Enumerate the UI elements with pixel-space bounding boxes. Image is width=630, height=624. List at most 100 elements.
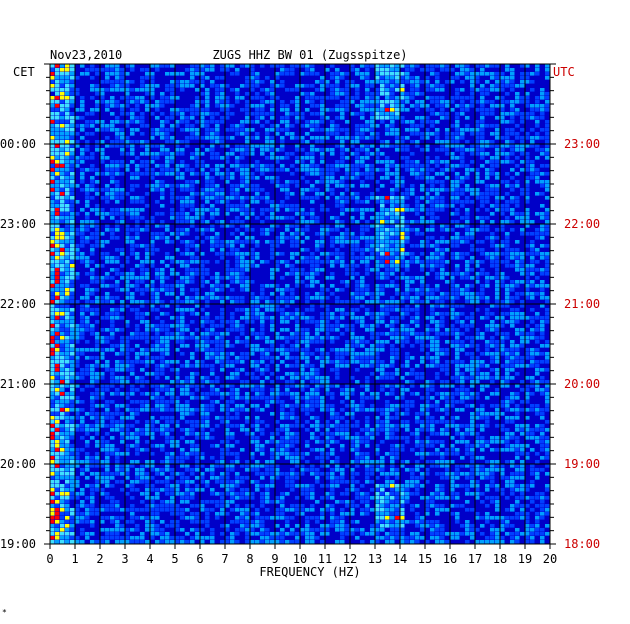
spectrogram-cell [540,284,545,288]
spectrogram-cell [240,332,245,336]
spectrogram-cell [245,80,250,84]
spectrogram-cell [215,376,220,380]
spectrogram-cell [495,376,500,380]
spectrogram-cell [355,208,360,212]
spectrogram-cell [285,132,290,136]
spectrogram-cell [515,136,520,140]
spectrogram-cell [65,192,70,196]
spectrogram-cell [520,340,525,344]
spectrogram-cell [330,324,335,328]
spectrogram-cell [150,168,155,172]
spectrogram-cell [300,376,305,380]
spectrogram-cell [410,184,415,188]
spectrogram-cell [65,152,70,156]
spectrogram-cell [450,284,455,288]
spectrogram-cell [455,220,460,224]
spectrogram-cell [90,268,95,272]
spectrogram-cell [455,336,460,340]
spectrogram-cell [435,336,440,340]
spectrogram-cell [300,268,305,272]
spectrogram-cell [395,228,400,232]
spectrogram-cell [480,272,485,276]
spectrogram-cell [215,76,220,80]
spectrogram-cell [450,136,455,140]
spectrogram-cell [400,228,405,232]
spectrogram-cell [50,152,55,156]
spectrogram-cell [465,324,470,328]
spectrogram-cell [400,120,405,124]
spectrogram-cell [465,296,470,300]
spectrogram-cell [460,128,465,132]
spectrogram-cell [205,188,210,192]
spectrogram-cell [290,316,295,320]
spectrogram-cell [240,176,245,180]
spectrogram-cell [140,172,145,176]
spectrogram-cell [200,188,205,192]
spectrogram-cell [360,64,365,68]
spectrogram-cell [220,100,225,104]
spectrogram-cell [265,208,270,212]
spectrogram-cell [400,308,405,312]
spectrogram-cell [370,108,375,112]
spectrogram-cell [310,260,315,264]
spectrogram-cell [520,76,525,80]
spectrogram-cell [280,100,285,104]
spectrogram-cell [500,316,505,320]
spectrogram-cell [315,196,320,200]
spectrogram-cell [395,208,400,212]
spectrogram-cell [65,348,70,352]
spectrogram-cell [60,376,65,380]
spectrogram-cell [525,180,530,184]
spectrogram-cell [450,360,455,364]
spectrogram-cell [485,376,490,380]
spectrogram-cell [135,176,140,180]
spectrogram-cell [225,116,230,120]
spectrogram-cell [540,152,545,156]
spectrogram-cell [185,80,190,84]
spectrogram-cell [70,252,75,256]
spectrogram-cell [240,276,245,280]
spectrogram-cell [205,220,210,224]
spectrogram-cell [535,328,540,332]
spectrogram-cell [335,108,340,112]
spectrogram-cell [245,212,250,216]
spectrogram-cell [250,104,255,108]
spectrogram-cell [420,268,425,272]
spectrogram-cell [285,196,290,200]
spectrogram-cell [75,184,80,188]
spectrogram-cell [440,272,445,276]
spectrogram-cell [520,140,525,144]
spectrogram-cell [65,164,70,168]
spectrogram-cell [170,116,175,120]
spectrogram-cell [440,108,445,112]
spectrogram-cell [70,260,75,264]
spectrogram-cell [225,168,230,172]
spectrogram-cell [415,312,420,316]
spectrogram-cell [480,228,485,232]
spectrogram-cell [390,264,395,268]
spectrogram-cell [270,252,275,256]
spectrogram-cell [220,196,225,200]
spectrogram-cell [50,144,55,148]
spectrogram-cell [185,200,190,204]
spectrogram-cell [545,272,550,276]
spectrogram-cell [75,256,80,260]
spectrogram-cell [375,256,380,260]
spectrogram-cell [385,172,390,176]
spectrogram-cell [205,376,210,380]
spectrogram-cell [265,156,270,160]
spectrogram-cell [475,76,480,80]
spectrogram-cell [75,164,80,168]
spectrogram-cell [475,64,480,68]
spectrogram-cell [470,96,475,100]
spectrogram-cell [260,372,265,376]
spectrogram-cell [230,148,235,152]
spectrogram-cell [495,184,500,188]
spectrogram-cell [245,112,250,116]
spectrogram-cell [430,288,435,292]
spectrogram-cell [340,140,345,144]
spectrogram-cell [430,120,435,124]
spectrogram-cell [295,236,300,240]
spectrogram-cell [310,200,315,204]
spectrogram-cell [480,92,485,96]
